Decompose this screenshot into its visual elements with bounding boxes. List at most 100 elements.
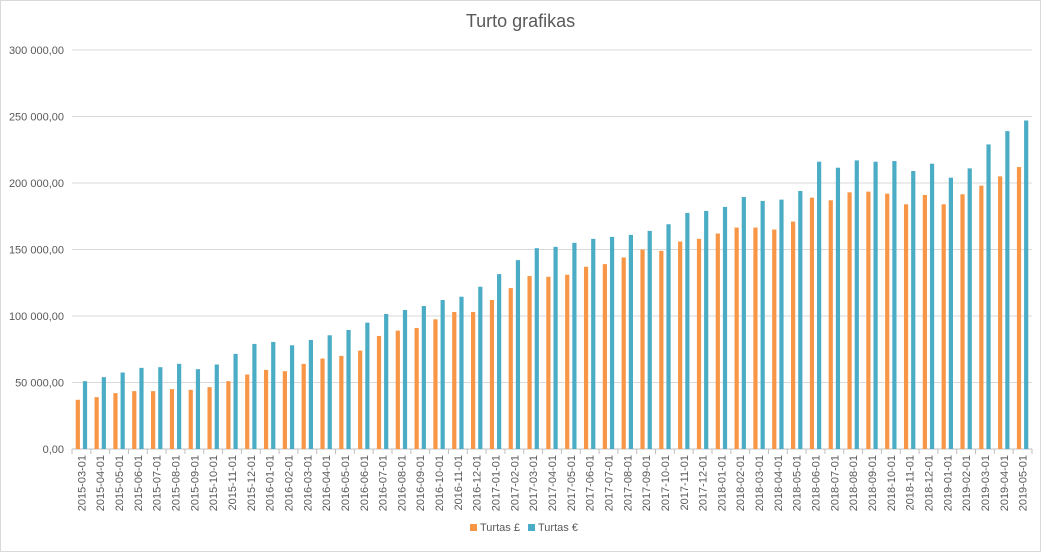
x-tick-label: 2018-03-01 [754, 455, 766, 511]
bar-turtas-gbp [941, 204, 946, 449]
bar-turtas-gbp [922, 194, 927, 449]
bar-turtas-eur [722, 206, 728, 449]
x-tick-label: 2016-11-01 [453, 455, 465, 510]
y-tick-label: 200 000,00 [9, 178, 64, 190]
bar-turtas-eur [421, 306, 426, 449]
bar-turtas-eur [384, 314, 389, 449]
bar-turtas-gbp [358, 350, 363, 449]
bar-turtas-eur [139, 367, 144, 449]
bar-turtas-eur [873, 161, 878, 449]
x-axis-labels: 2015-03-01 2015-04-01 2015-05-01 2015-06-01… [71, 449, 1033, 511]
bar-turtas-gbp [903, 204, 909, 449]
bar-turtas-gbp [659, 250, 664, 449]
x-tick-label: 2015-08-01 [171, 455, 183, 511]
x-tick-label: 2018-05-01 [792, 455, 804, 511]
bar-turtas-eur [779, 199, 784, 450]
bar-turtas-eur [289, 345, 295, 449]
bar-turtas-eur [82, 381, 88, 449]
x-tick-label: 2018-07-01 [829, 455, 841, 511]
x-tick-label: 2018-09-01 [867, 455, 879, 511]
x-tick-label: 2018-10-01 [886, 455, 898, 511]
y-tick-label: 300 000,00 [9, 45, 64, 57]
bar-turtas-eur [741, 196, 746, 449]
bar-turtas-gbp [809, 197, 815, 449]
bar-turtas-gbp [94, 397, 99, 449]
x-tick-label: 2016-10-01 [434, 455, 446, 511]
bar-turtas-gbp [452, 312, 457, 449]
bar-turtas-gbp [753, 227, 758, 449]
bar-turtas-gbp [546, 276, 551, 449]
x-tick-label: 2019-04-01 [999, 455, 1011, 511]
bar-turtas-gbp [621, 257, 626, 449]
bar-turtas-eur [817, 161, 822, 449]
bar-turtas-gbp [489, 300, 495, 449]
x-tick-label: 2017-08-01 [622, 455, 634, 511]
bar-turtas-eur [967, 168, 972, 449]
x-tick-label: 2016-08-01 [396, 455, 408, 511]
x-tick-label: 2018-04-01 [773, 455, 785, 511]
x-tick-label: 2017-12-01 [698, 455, 710, 511]
bar-turtas-eur [647, 230, 652, 449]
bar-turtas-gbp [75, 399, 80, 449]
bar-turtas-gbp [151, 391, 156, 449]
bar-turtas-eur [177, 363, 182, 449]
x-tick-label: 2015-07-01 [152, 455, 164, 511]
bar-turtas-gbp [1016, 167, 1022, 450]
bar-turtas-eur [685, 212, 690, 449]
bar-turtas-eur [666, 224, 671, 449]
bar-turtas-gbp [696, 238, 702, 449]
bar-turtas-gbp [282, 371, 287, 449]
bar-turtas-eur [101, 377, 106, 449]
bar-turtas-eur [327, 335, 332, 449]
bar-turtas-eur [628, 234, 633, 449]
bar-turtas-gbp [828, 200, 833, 449]
bar-turtas-eur [609, 236, 615, 449]
y-tick-label: 150 000,00 [9, 245, 64, 257]
x-tick-label: 2019-02-01 [961, 455, 973, 511]
gridlines [72, 49, 1032, 450]
x-tick-label: 2015-09-01 [189, 455, 201, 511]
bar-turtas-gbp [207, 387, 212, 449]
bar-turtas-eur [854, 160, 859, 449]
bar-turtas-eur [892, 161, 897, 449]
x-tick-label: 2015-03-01 [76, 455, 88, 511]
bar-turtas-eur [271, 341, 276, 449]
bar-turtas-eur [158, 367, 163, 449]
legend-label: Turtas £ [480, 522, 520, 534]
bar-turtas-eur [120, 372, 125, 449]
bar-turtas-eur [704, 210, 709, 449]
bar-turtas-gbp [791, 221, 796, 449]
bar-turtas-gbp [414, 327, 419, 449]
x-tick-label: 2015-05-01 [114, 455, 126, 511]
bar-turtas-gbp [734, 227, 739, 449]
x-tick-label: 2015-06-01 [133, 455, 145, 511]
y-axis-labels: 0,00 50 000,00 100 000,00 150 000,00 200 000… [9, 45, 64, 456]
y-tick-label: 250 000,00 [9, 112, 64, 124]
bar-turtas-eur [440, 300, 445, 449]
x-tick-label: 2019-01-01 [942, 455, 954, 511]
bar-turtas-eur [195, 369, 201, 449]
bar-turtas-eur [760, 200, 765, 449]
bar-turtas-gbp [772, 229, 777, 449]
x-tick-label: 2018-06-01 [811, 455, 823, 511]
bar-turtas-gbp [998, 176, 1003, 449]
bar-turtas-eur [252, 343, 257, 449]
x-tick-label: 2018-02-01 [735, 455, 747, 511]
bar-turtas-eur [365, 322, 370, 449]
x-tick-label: 2016-06-01 [359, 455, 371, 511]
x-tick-label: 2016-12-01 [472, 455, 484, 511]
bar-turtas-eur [911, 171, 916, 449]
bar-turtas-eur [308, 339, 313, 449]
x-tick-label: 2018-12-01 [923, 455, 935, 511]
bar-turtas-eur [233, 353, 238, 449]
bar-turtas-gbp [471, 312, 476, 449]
bar-turtas-gbp [132, 391, 137, 449]
bar-turtas-gbp [395, 330, 400, 449]
y-tick-label: 0,00 [43, 444, 64, 456]
x-tick-label: 2015-11-01 [227, 455, 239, 510]
bar-turtas-gbp [320, 358, 325, 449]
bar-turtas-eur [553, 246, 558, 449]
bar-turtas-eur [459, 296, 464, 449]
bar-turtas-gbp [715, 233, 720, 449]
